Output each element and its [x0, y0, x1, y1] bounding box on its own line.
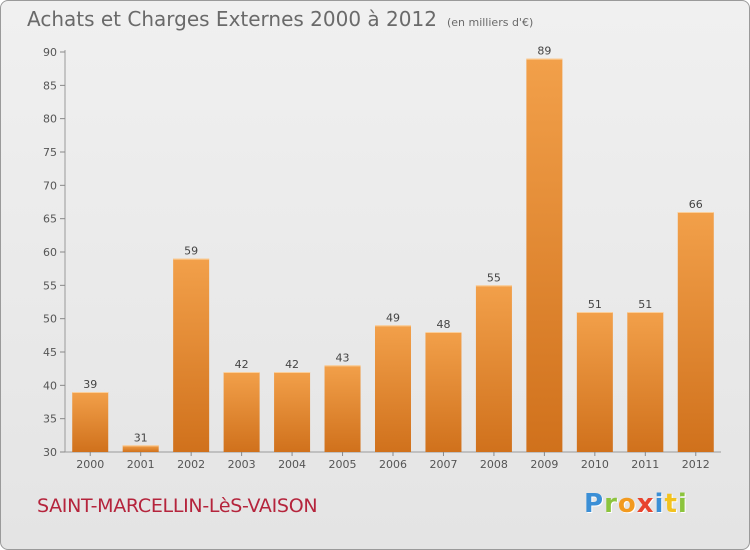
y-tick-label: 75 — [43, 146, 57, 159]
y-tick-label: 55 — [43, 279, 57, 292]
value-label-2003: 42 — [235, 358, 249, 371]
y-tick-label: 80 — [43, 113, 57, 126]
logo-letter: i — [654, 489, 665, 519]
x-tick-label-2000: 2000 — [76, 458, 104, 471]
bar-2001 — [122, 445, 159, 452]
value-label-2012: 66 — [689, 198, 703, 211]
x-tick-label-2010: 2010 — [581, 458, 609, 471]
logo-letter: P — [584, 489, 605, 519]
logo-letter: r — [604, 489, 618, 519]
chart-title: Achats et Charges Externes 2000 à 2012 (e… — [27, 7, 533, 31]
bar-2000 — [72, 392, 109, 452]
bar-2002 — [173, 258, 210, 452]
value-label-2007: 48 — [436, 318, 450, 331]
value-label-2000: 39 — [83, 378, 97, 391]
logo-letter: t — [664, 489, 678, 519]
x-tick-label-2007: 2007 — [429, 458, 457, 471]
y-tick-label: 60 — [43, 246, 57, 259]
y-tick-label: 30 — [43, 446, 57, 459]
logo-letter: x — [636, 489, 655, 519]
proxiti-logo[interactable]: Proxiti — [584, 489, 688, 519]
y-tick-label: 35 — [43, 413, 57, 426]
y-tick-label: 50 — [43, 313, 57, 326]
bar-2009 — [526, 58, 563, 453]
x-tick-label-2012: 2012 — [682, 458, 710, 471]
value-label-2002: 59 — [184, 245, 198, 258]
bar-2010 — [576, 312, 613, 452]
value-label-2008: 55 — [487, 271, 501, 284]
x-tick-label-2008: 2008 — [480, 458, 508, 471]
x-tick-label-2009: 2009 — [530, 458, 558, 471]
bar-2006 — [375, 325, 411, 452]
y-tick-label: 90 — [43, 46, 57, 59]
bar-2004 — [274, 372, 311, 452]
bar-2008 — [475, 285, 512, 452]
chart-bars: 39 31 59 42 42 43 49 48 55 89 51 51 66 — [72, 45, 714, 453]
value-label-2009: 89 — [537, 45, 551, 58]
y-tick-label: 40 — [43, 379, 57, 392]
value-label-2011: 51 — [638, 298, 652, 311]
bar-2011 — [627, 312, 664, 452]
value-label-2005: 43 — [336, 351, 350, 364]
bar-2005 — [324, 365, 361, 452]
x-tick-label-2004: 2004 — [278, 458, 306, 471]
x-tick-label-2002: 2002 — [177, 458, 205, 471]
x-tick-label-2006: 2006 — [379, 458, 407, 471]
bar-2012 — [677, 212, 714, 452]
value-label-2006: 49 — [386, 311, 400, 324]
chart-axes: 30 35 40 45 50 55 60 65 70 75 80 85 90 2000 2001 2002 20… — [43, 46, 721, 471]
bar-2007 — [425, 332, 462, 452]
y-tick-label: 65 — [43, 213, 57, 226]
value-label-2001: 31 — [134, 431, 148, 444]
chart-unit-label: (en milliers d'€) — [446, 16, 534, 29]
x-tick-label-2001: 2001 — [127, 458, 155, 471]
chart-title-text: Achats et Charges Externes 2000 à 2012 — [27, 7, 437, 31]
x-tick-label-2011: 2011 — [631, 458, 659, 471]
x-tick-label-2005: 2005 — [329, 458, 357, 471]
bar-2003 — [223, 372, 260, 452]
x-tick-label-2003: 2003 — [228, 458, 256, 471]
y-tick-label: 45 — [43, 346, 57, 359]
y-tick-label: 85 — [43, 79, 57, 92]
town-name: SAINT-MARCELLIN-LèS-VAISON — [37, 495, 318, 517]
logo-letter: o — [617, 489, 637, 519]
logo-letter: i — [677, 489, 688, 519]
value-label-2004: 42 — [285, 358, 299, 371]
y-tick-label: 70 — [43, 179, 57, 192]
value-label-2010: 51 — [588, 298, 602, 311]
